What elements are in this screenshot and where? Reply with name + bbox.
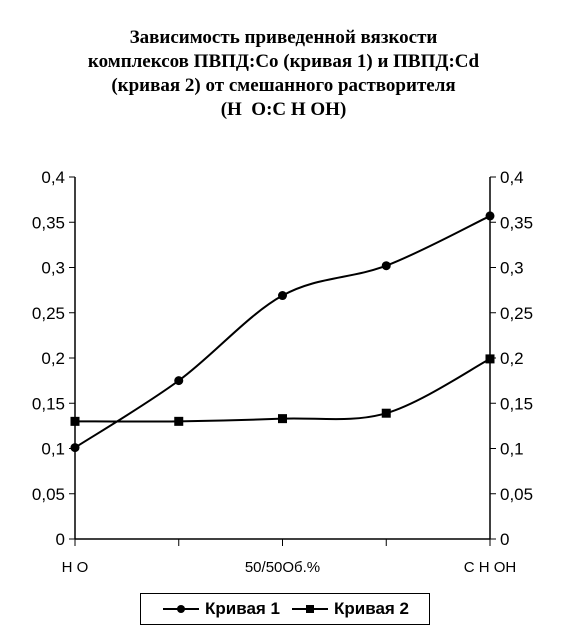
y-tick-label-right: 0,2 (500, 349, 524, 368)
y-tick-label-right: 0,1 (500, 440, 524, 459)
y-tick-label-right: 0,15 (500, 394, 533, 413)
y-tick-label-left: 0,2 (41, 349, 65, 368)
y-tick-label-left: 0,05 (32, 485, 65, 504)
legend-circle-marker-icon (163, 605, 199, 613)
data-point-series-2 (485, 354, 495, 364)
legend-item-series-2: Кривая 2 (290, 599, 409, 619)
legend-item-series-1: Кривая 1 (161, 599, 280, 619)
y-tick-label-right: 0,35 (500, 213, 533, 232)
y-tick-label-left: 0,35 (32, 213, 65, 232)
legend-square-marker-icon (292, 605, 328, 613)
chart-title-line: (H O:C H OH) (220, 99, 347, 120)
x-tick-label: H O (62, 559, 89, 576)
data-point-series-2 (278, 414, 287, 424)
y-tick-label-left: 0,4 (41, 168, 65, 187)
data-point-series-1 (381, 261, 391, 271)
data-point-series-1 (485, 211, 495, 221)
y-tick-label-left: 0,1 (41, 440, 65, 459)
series-line-1 (74, 215, 491, 449)
y-tick-label-right: 0,4 (500, 168, 524, 187)
y-tick-label-right: 0,3 (500, 259, 524, 278)
y-tick-label-left: 0 (56, 530, 65, 549)
legend-label-series-2: Кривая 2 (334, 599, 409, 618)
data-point-series-1 (70, 443, 80, 453)
y-tick-label-left: 0,3 (41, 259, 65, 278)
chart-title: Зависимость приведенной вязкости комплек… (0, 26, 567, 122)
data-point-series-2 (381, 408, 391, 418)
chart-title-line: комплексов ПВПД:Co (кривая 1) и ПВПД:Cd (87, 51, 480, 72)
data-point-series-1 (174, 376, 184, 386)
chart-title-line: Зависимость приведенной вязкости (129, 27, 438, 48)
y-tick-label-right: 0 (500, 530, 509, 549)
line-chart: 0 0 0,05 0,05 0,1 0,1 0,15 0,15 0,2 0,2 0,25 0,25 0,… (32, 168, 533, 576)
chart-title-line: (кривая 2) от смешанного растворителя (111, 75, 456, 96)
chart-legend: Кривая 1 Кривая 2 (140, 593, 430, 625)
y-tick-label-left: 0,25 (32, 304, 65, 323)
x-tick-label: 50/50Об.% (245, 559, 320, 576)
series-line-2 (74, 358, 491, 423)
y-tick-label-left: 0,15 (32, 394, 65, 413)
data-point-series-2 (174, 416, 184, 426)
data-point-series-1 (278, 291, 287, 301)
y-tick-label-right: 0,05 (500, 485, 533, 504)
legend-label-series-1: Кривая 1 (205, 599, 280, 618)
y-tick-label-right: 0,25 (500, 304, 533, 323)
x-tick-label: C H OH (464, 559, 517, 576)
data-point-series-2 (70, 416, 80, 426)
